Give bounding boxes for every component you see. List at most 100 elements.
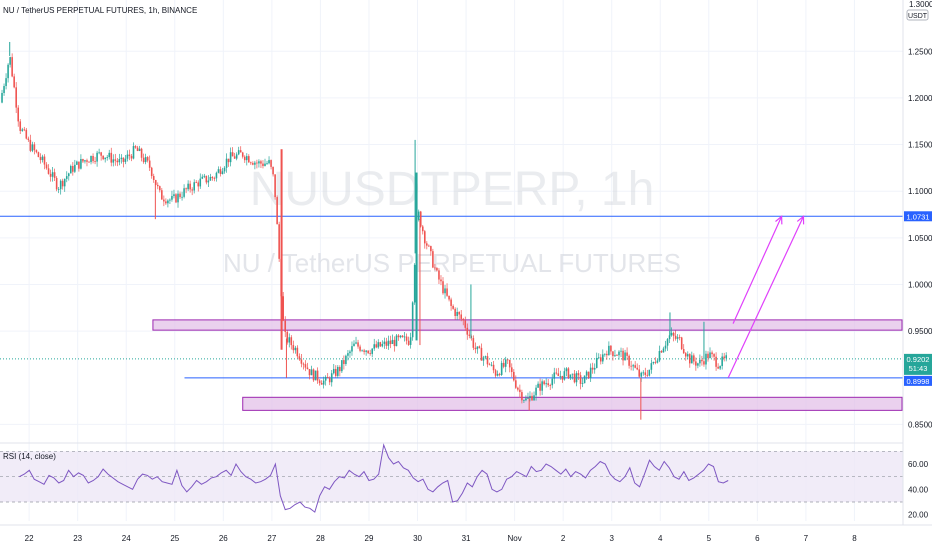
candle-body xyxy=(156,184,159,187)
watermark-description: NU / TetherUS PERPETUAL FUTURES xyxy=(223,248,681,278)
candle-body xyxy=(533,395,535,401)
candle-body xyxy=(13,76,15,88)
candle-body xyxy=(494,370,497,376)
candle-body xyxy=(634,365,636,368)
candle-body xyxy=(428,245,430,247)
candle-body xyxy=(618,351,620,356)
candle-body xyxy=(440,279,442,282)
candle-body xyxy=(626,352,628,356)
candle-body xyxy=(508,360,511,368)
candle-body xyxy=(361,350,363,352)
projection-arrow xyxy=(727,216,805,378)
candle-body xyxy=(581,383,584,384)
candle-body xyxy=(713,354,715,357)
candle-body xyxy=(557,373,560,377)
candle-body xyxy=(616,355,618,356)
bar-countdown: 51:43 xyxy=(909,364,928,373)
candle-body xyxy=(282,296,284,321)
candle-body xyxy=(523,400,525,402)
candle-body xyxy=(371,348,374,354)
candle-body xyxy=(310,369,313,376)
candle-body xyxy=(535,387,537,396)
candle-body xyxy=(695,361,697,366)
candle-body xyxy=(187,183,189,190)
candle-body xyxy=(492,364,495,371)
price-tick-label: 0.9500 xyxy=(908,327,932,336)
candle-body xyxy=(49,173,52,177)
candle-body xyxy=(330,373,333,383)
candle-body xyxy=(343,360,345,364)
rectangle-zones[interactable] xyxy=(152,319,903,411)
candle-body xyxy=(104,157,106,160)
candle-body xyxy=(502,362,505,367)
candle-body xyxy=(565,368,568,372)
candle-body xyxy=(142,157,145,163)
candle-body xyxy=(500,362,503,375)
rsi-axis[interactable]: 60.00 40.00 20.00 xyxy=(908,460,929,520)
candle-body xyxy=(57,189,60,190)
candle-body xyxy=(670,332,673,336)
candle-body xyxy=(264,163,266,166)
candle-body xyxy=(381,343,384,347)
rsi-tick-label: 20.00 xyxy=(908,511,929,520)
price-axis[interactable]: 1.2500 1.2000 1.1500 1.1000 1.0500 1.0000 0.95… xyxy=(908,47,932,429)
candle-body xyxy=(201,176,204,179)
candle-body xyxy=(351,346,353,352)
candle-body xyxy=(636,367,638,370)
time-axis[interactable]: 22 23 24 25 26 27 28 29 30 31 Nov 2 3 4 5 6 7 8 xyxy=(25,534,858,543)
candle-body xyxy=(225,158,228,168)
candle-body xyxy=(35,150,38,153)
candle-body xyxy=(385,341,388,346)
candle-body xyxy=(664,345,667,349)
candle-body xyxy=(444,288,446,294)
candle-body xyxy=(51,172,54,177)
candle-body xyxy=(288,337,291,343)
candle-body xyxy=(132,146,135,159)
price-tick-label: 1.0500 xyxy=(908,234,932,243)
time-tick-label: 2 xyxy=(561,534,566,543)
candle-body xyxy=(448,295,450,300)
candle-body xyxy=(614,355,616,357)
candle-body xyxy=(102,155,104,160)
candle-body xyxy=(630,365,632,367)
candle-body xyxy=(205,175,208,183)
candle-body xyxy=(415,172,418,341)
candle-body xyxy=(496,373,499,376)
candle-body xyxy=(239,150,242,153)
candle-body xyxy=(270,160,272,167)
candle-body xyxy=(403,336,406,338)
candle-body xyxy=(237,150,240,155)
candle-body xyxy=(387,340,390,346)
candle-body xyxy=(290,337,293,346)
projection-arrows[interactable] xyxy=(727,215,805,378)
candle-body xyxy=(124,158,127,162)
candle-body xyxy=(662,348,665,353)
candle-body xyxy=(25,129,28,139)
candle-body xyxy=(211,176,214,179)
horizontal-lines[interactable] xyxy=(0,215,903,379)
zone-rectangle xyxy=(152,319,903,331)
candle-body xyxy=(128,154,131,157)
candle-body xyxy=(110,152,113,163)
time-tick-label: 24 xyxy=(122,534,131,543)
candle-body xyxy=(193,182,195,191)
projection-arrow-head xyxy=(796,215,805,225)
candle-body xyxy=(29,139,32,151)
candle-body xyxy=(229,152,232,163)
candle-body xyxy=(456,311,458,316)
candle-body xyxy=(682,349,685,354)
candle-body xyxy=(377,342,380,348)
symbol-title[interactable]: NU / TetherUS PERPETUAL FUTURES, 1h, BIN… xyxy=(3,6,197,15)
candle-body xyxy=(413,264,416,303)
candle-body xyxy=(504,359,507,367)
candle-body xyxy=(721,356,723,367)
candle-body xyxy=(711,352,713,355)
candle-body xyxy=(642,372,645,374)
candle-body xyxy=(138,148,141,151)
candle-body xyxy=(379,342,382,347)
time-tick-label: 8 xyxy=(852,534,857,543)
candle-body xyxy=(130,156,133,159)
currency-badge[interactable] xyxy=(906,9,929,21)
projection-arrow-head xyxy=(775,215,783,225)
